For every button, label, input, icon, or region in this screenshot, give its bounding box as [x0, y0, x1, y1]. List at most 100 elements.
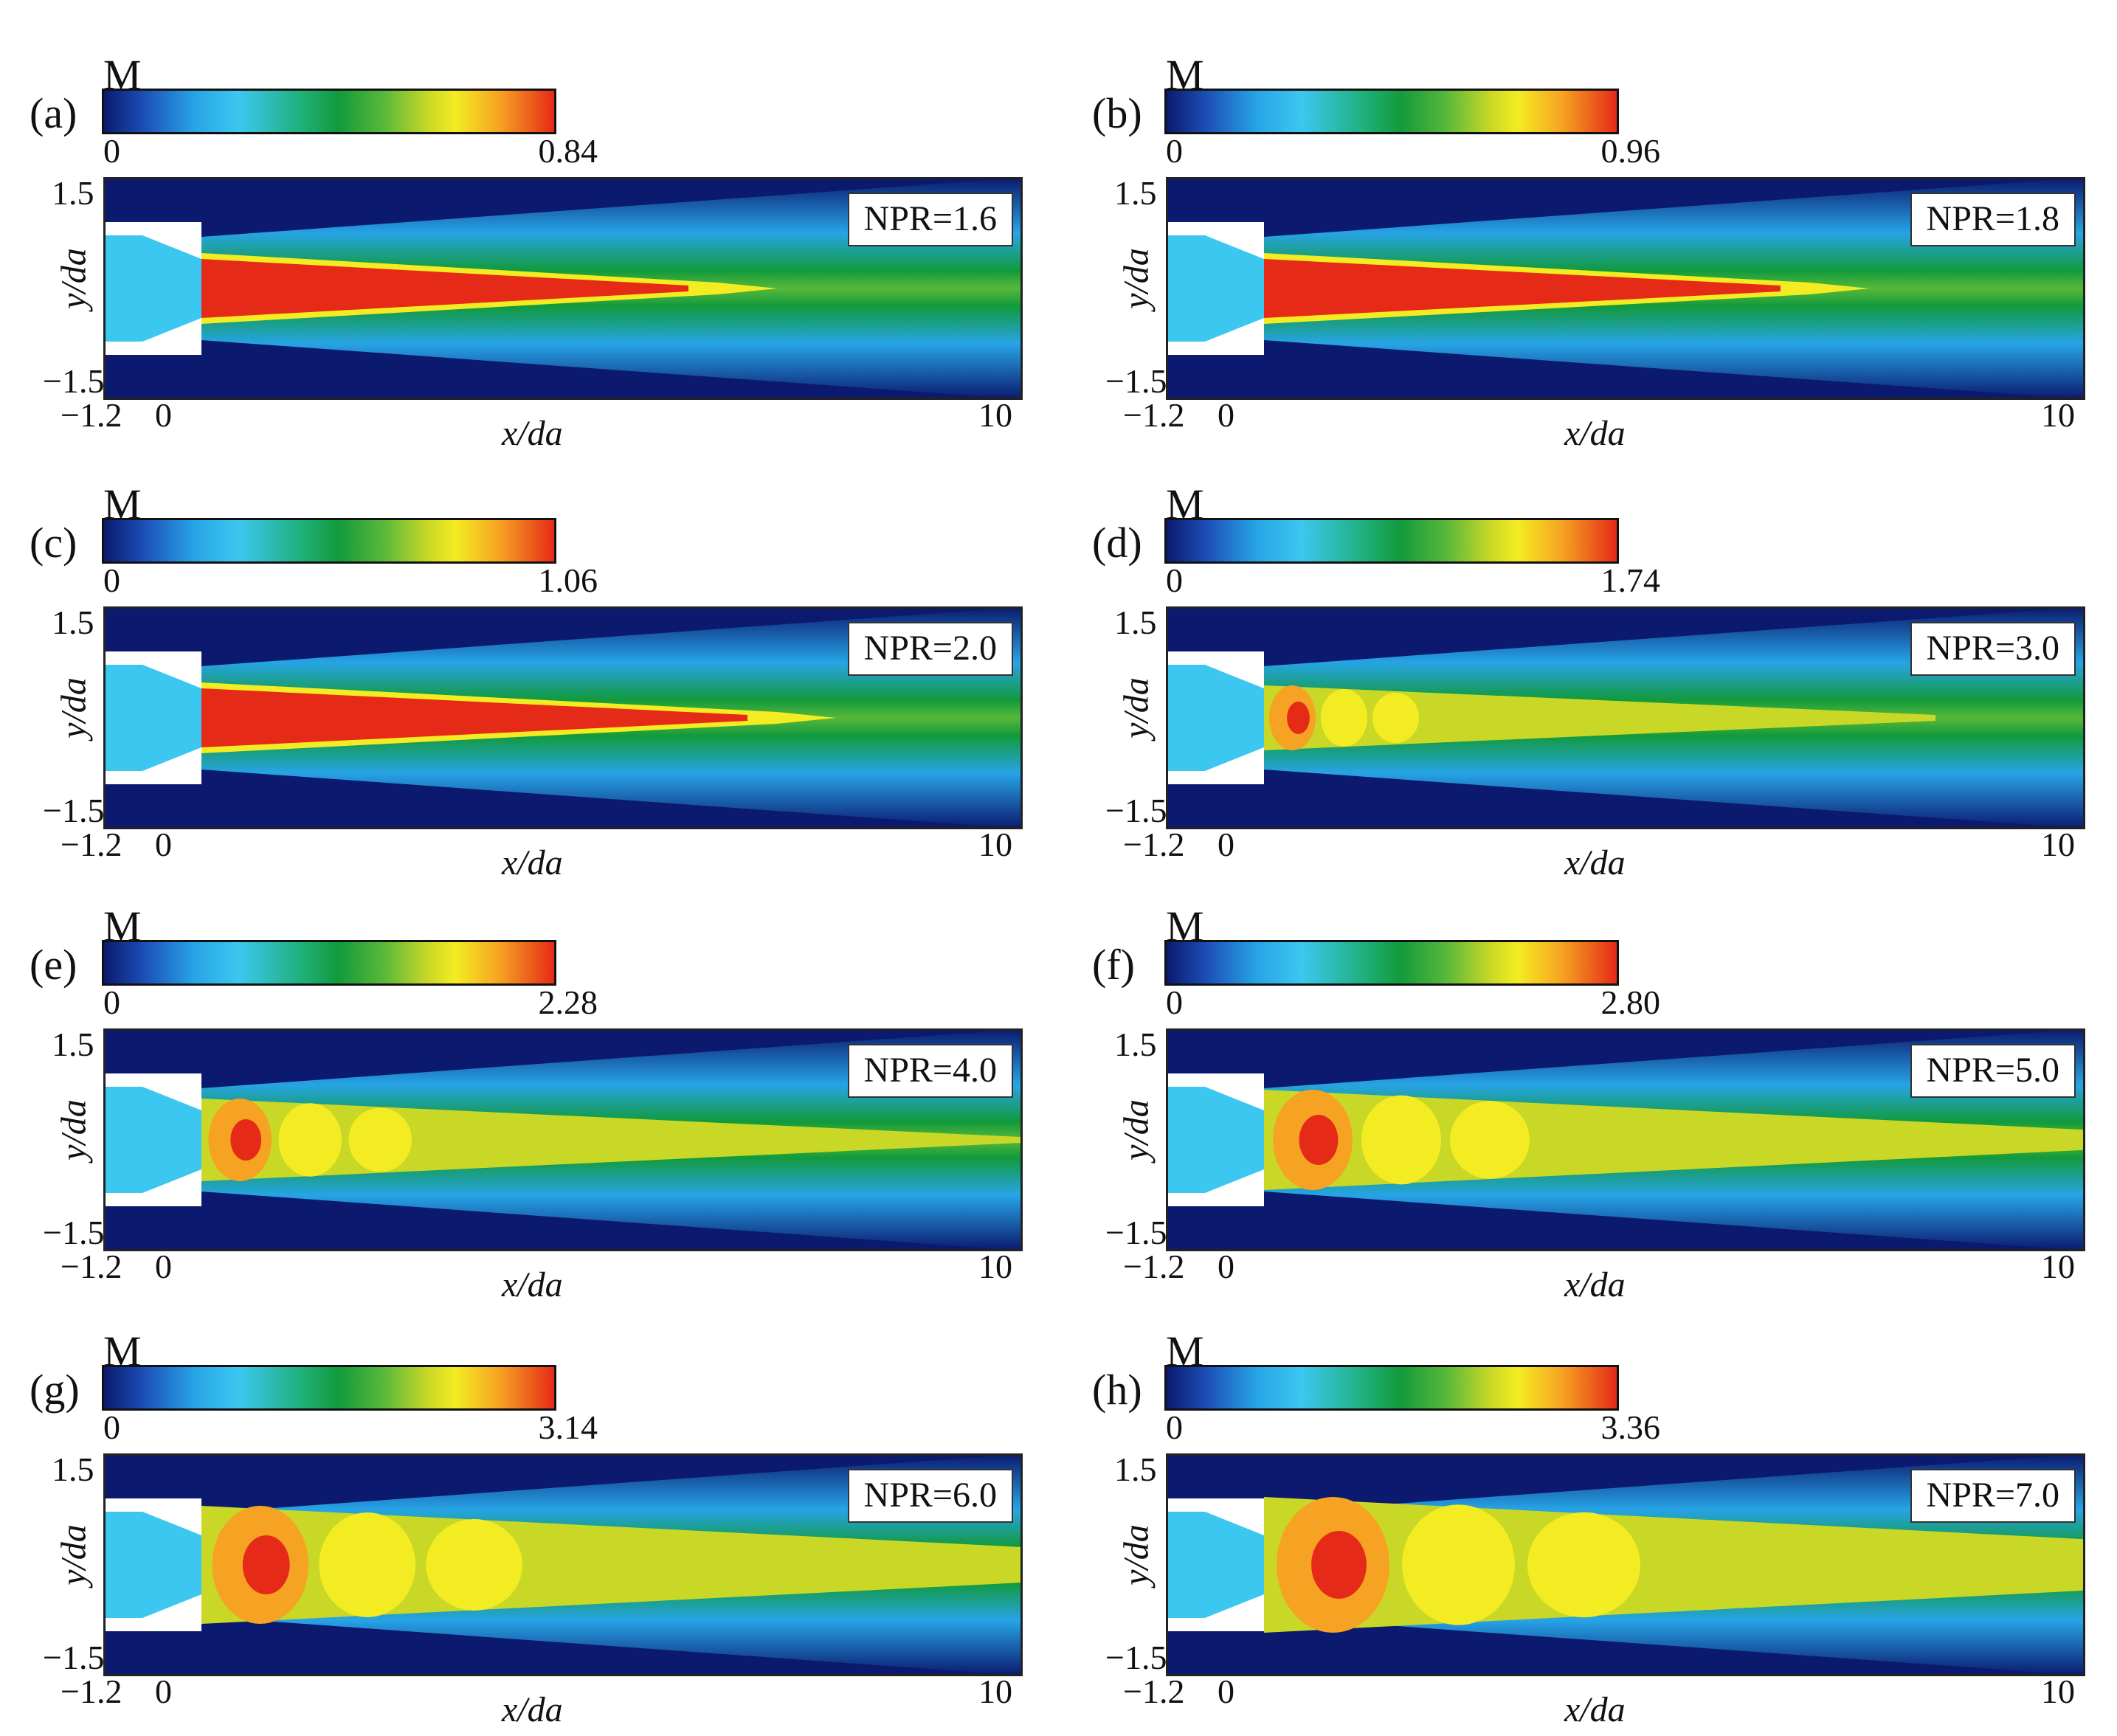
nozzle-internal-flow	[106, 1087, 201, 1193]
colorbar	[1164, 1365, 1619, 1411]
mach-contour-field: NPR=1.8	[1166, 177, 2085, 400]
y-tick-bottom: −1.5	[1105, 1214, 1167, 1251]
colorbar-max: 2.28	[538, 983, 598, 1021]
y-axis-label: y/da	[1116, 1099, 1156, 1161]
x-axis-label: x/da	[502, 1690, 563, 1729]
panel-letter: (g)	[30, 1366, 80, 1414]
panel-b: (b) M 0 0.96 1.5 −1.5 y/da −1.2 0 10 x/da NPR=1.8	[1092, 22, 2117, 453]
y-tick-top: 1.5	[1114, 174, 1157, 212]
colorbar-max: 2.80	[1600, 983, 1661, 1021]
shock-cell	[1372, 692, 1419, 744]
y-axis-label: y/da	[54, 1099, 94, 1161]
colorbar	[1164, 940, 1619, 986]
y-tick-top: 1.5	[1114, 604, 1157, 641]
shock-cell	[1631, 710, 1677, 725]
shock-cell	[1579, 707, 1626, 729]
panel-letter: (d)	[1092, 519, 1142, 567]
x-tick-max: 10	[2041, 826, 2075, 863]
shock-cell	[426, 1519, 522, 1611]
x-tick-max: 10	[978, 1248, 1012, 1285]
colorbar	[102, 89, 556, 134]
shock-cell	[1904, 1535, 2017, 1595]
shock-cell	[1402, 1504, 1515, 1625]
shock-cell	[1527, 703, 1574, 733]
x-axis-label: x/da	[1564, 414, 1626, 453]
x-tick-min: −1.2	[61, 396, 122, 434]
colorbar-min: 0	[103, 1408, 120, 1446]
x-tick-min: −1.2	[61, 1248, 122, 1285]
y-axis-label: y/da	[54, 248, 94, 309]
shock-cell-core	[1299, 1115, 1339, 1165]
shock-cell	[1527, 1512, 1640, 1618]
nozzle-internal-flow	[1168, 235, 1264, 342]
colorbar-max: 0.96	[1600, 132, 1661, 170]
y-tick-bottom: −1.5	[1105, 792, 1167, 829]
x-tick-min: −1.2	[1123, 396, 1185, 434]
panel-c: (c) M 0 1.06 1.5 −1.5 y/da −1.2 0 10 x/da NPR=2.0	[30, 452, 1070, 882]
colorbar	[102, 518, 556, 564]
x-tick-min: −1.2	[1123, 826, 1185, 863]
x-axis-label: x/da	[502, 1265, 563, 1304]
shock-cell	[699, 1131, 762, 1149]
shock-cell	[629, 1126, 692, 1154]
colorbar-max: 0.84	[538, 132, 598, 170]
x-tick-max: 10	[978, 396, 1012, 434]
shock-cell	[1450, 1101, 1530, 1179]
npr-label: NPR=3.0	[1910, 622, 2076, 676]
x-tick-min: −1.2	[61, 1673, 122, 1710]
x-tick-max: 10	[2041, 1673, 2075, 1710]
shock-cell	[1361, 1095, 1441, 1185]
y-tick-bottom: −1.5	[43, 1214, 105, 1251]
panel-letter: (a)	[30, 89, 77, 137]
x-tick-min: −1.2	[1123, 1673, 1185, 1710]
y-axis-label: y/da	[1116, 677, 1156, 739]
shock-cell	[1476, 699, 1522, 736]
x-axis-label: x/da	[1564, 1690, 1626, 1729]
mach-contour-field: NPR=7.0	[1166, 1453, 2085, 1676]
npr-label: NPR=2.0	[847, 622, 1013, 676]
shock-cell	[418, 1112, 482, 1168]
y-tick-bottom: −1.5	[43, 362, 105, 400]
shock-cell	[1424, 696, 1471, 740]
y-tick-top: 1.5	[1114, 1450, 1157, 1488]
npr-label: NPR=1.8	[1910, 193, 2076, 246]
colorbar-min: 0	[1166, 983, 1183, 1021]
mach-contour-field: NPR=1.6	[103, 177, 1023, 400]
contour-plot	[106, 1031, 1020, 1249]
contour-plot	[1168, 1031, 2083, 1249]
shock-cell	[1716, 1118, 1795, 1162]
shock-cell	[319, 1512, 415, 1617]
colorbar	[1164, 518, 1619, 564]
x-axis-label: x/da	[502, 414, 563, 453]
panel-g: (g) M 0 3.14 1.5 −1.5 y/da −1.2 0 10 x/da NPR=6.0	[30, 1298, 1070, 1729]
y-tick-top: 1.5	[52, 174, 94, 212]
colorbar-min: 0	[103, 561, 120, 599]
y-tick-bottom: −1.5	[43, 1639, 105, 1676]
mach-contour-field: NPR=5.0	[1166, 1028, 2085, 1251]
nozzle-internal-flow	[1168, 1512, 1264, 1618]
y-axis-label: y/da	[1116, 248, 1156, 309]
shock-cell	[640, 1532, 736, 1597]
shock-cell	[854, 1546, 950, 1584]
shock-cell	[1653, 1520, 1766, 1610]
panel-f: (f) M 0 2.80 1.5 −1.5 y/da −1.2 0 10 x/da NPR=5.0	[1092, 874, 2117, 1304]
y-tick-bottom: −1.5	[1105, 1639, 1167, 1676]
npr-label: NPR=6.0	[847, 1469, 1013, 1523]
npr-label: NPR=1.6	[847, 193, 1013, 246]
shock-cell	[1321, 688, 1367, 747]
colorbar	[102, 1365, 556, 1411]
contour-plot	[106, 179, 1020, 398]
panel-h: (h) M 0 3.36 1.5 −1.5 y/da −1.2 0 10 x/da NPR=7.0	[1092, 1298, 2117, 1729]
colorbar-max: 1.06	[538, 561, 598, 599]
shock-cell-core	[230, 1119, 262, 1161]
y-tick-top: 1.5	[52, 1450, 94, 1488]
x-tick-max: 10	[978, 826, 1012, 863]
mach-contour-field: NPR=4.0	[103, 1028, 1023, 1251]
shock-cell	[1778, 1527, 1891, 1602]
colorbar-max: 1.74	[1600, 561, 1661, 599]
npr-label: NPR=4.0	[847, 1044, 1013, 1098]
shock-cell	[1893, 1129, 1972, 1151]
shock-cell	[559, 1121, 622, 1158]
x-axis-label: x/da	[502, 843, 563, 882]
y-axis-label: y/da	[54, 677, 94, 739]
